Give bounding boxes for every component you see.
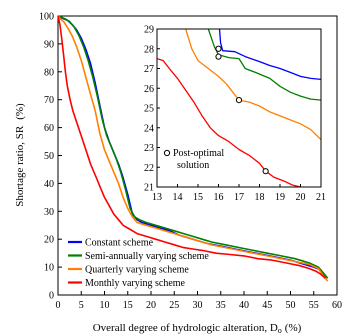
inset-x-tick-label: 20 (296, 192, 306, 203)
y-axis-title: Shortage ratio, SR (%) (14, 103, 26, 207)
y-axis-title-unit: (%) (14, 103, 26, 120)
main-y-tick-label: 50 (44, 151, 54, 162)
post-optimal-marker-1 (215, 45, 222, 52)
inset-background (157, 29, 321, 187)
inset-x-tick-label: 17 (234, 192, 244, 203)
annotation-marker (163, 149, 171, 157)
main-x-tick-label: 25 (169, 300, 179, 311)
main-x-tick-label: 50 (286, 300, 296, 311)
inset-y-tick-label: 24 (144, 123, 154, 134)
x-axis-title-text: Overall degree of hydrologic alteration,… (93, 322, 278, 334)
post-optimal-marker-4 (262, 168, 269, 175)
inset-y-tick-label: 27 (144, 64, 154, 75)
main-series-line-2 (57, 15, 329, 279)
main-y-tick-label: 60 (44, 123, 54, 134)
main-y-tick-label: 10 (44, 263, 54, 274)
inset-x-tick-label: 16 (214, 192, 224, 203)
inset-x-tick-label: 15 (193, 192, 203, 203)
x-axis-title-unit: (%) (285, 322, 302, 334)
main-x-tick-label: 35 (216, 300, 226, 311)
main-x-tick-label: 20 (146, 300, 156, 311)
main-y-tick-label: 80 (44, 67, 54, 78)
inset-y-tick-label: 25 (144, 104, 154, 115)
legend-label-4: Monthly varying scheme (85, 278, 186, 289)
main-x-tick-label: 30 (193, 300, 203, 311)
inset-x-axis: 13 14 15 16 17 18 19 20 21 (152, 184, 326, 203)
inset-x-tick-label: 14 (173, 192, 183, 203)
main-y-tick-label: 90 (44, 39, 54, 50)
main-y-tick-label: 40 (44, 179, 54, 190)
legend-label-2: Semi-annually varying scheme (85, 251, 209, 262)
annotation-text-line-1: Post-optimal (173, 148, 224, 159)
main-series-line-3 (57, 15, 329, 282)
inset-series-line-1 (218, 29, 321, 81)
x-axis-title-subscript: o (278, 326, 282, 335)
main-y-tick-label: 70 (44, 95, 54, 106)
inset-series-layer (157, 29, 321, 187)
main-y-tick-label: 100 (39, 12, 54, 23)
post-optimal-marker-3 (235, 97, 243, 104)
inset-series-line-3 (185, 29, 321, 141)
inset-y-tick-label: 29 (144, 25, 154, 36)
main-series-line-4 (57, 15, 326, 279)
inset-x-tick-label: 18 (255, 192, 265, 203)
inset-y-tick-label: 28 (144, 44, 154, 55)
main-x-tick-label: 40 (239, 300, 249, 311)
inset-x-tick-label: 13 (152, 192, 162, 203)
post-optimal-marker-2 (215, 53, 222, 60)
inset-y-axis: 21 22 23 24 25 26 27 28 29 (144, 25, 160, 194)
legend-label-3: Quarterly varying scheme (85, 265, 189, 276)
inset-y-tick-label: 22 (144, 163, 154, 174)
y-axis-title-text: Shortage ratio, SR (14, 125, 26, 207)
main-y-axis: 0 10 20 30 40 50 60 70 80 90 100 (39, 12, 62, 302)
main-x-tick-label: 5 (79, 300, 84, 311)
inset-y-tick-label: 21 (144, 183, 154, 194)
main-x-axis: 0 5 10 15 20 25 30 35 40 45 50 55 60 (56, 291, 342, 311)
main-x-tick-label: 45 (262, 300, 272, 311)
inset-x-tick-label: 19 (275, 192, 285, 203)
main-x-tick-label: 0 (56, 300, 61, 311)
legend-label-1: Constant scheme (85, 238, 154, 249)
main-x-tick-label: 60 (332, 300, 342, 311)
legend: Constant scheme Semi-annually varying sch… (68, 238, 209, 289)
inset-y-tick-label: 26 (144, 84, 154, 95)
main-x-tick-label: 55 (309, 300, 319, 311)
x-axis-title: Overall degree of hydrologic alteration,… (93, 322, 302, 335)
main-y-tick-label: 30 (44, 207, 54, 218)
annotation-text-line-2: solution (177, 160, 209, 171)
main-x-tick-label: 15 (123, 300, 133, 311)
inset-y-tick-label: 23 (144, 143, 154, 154)
inset-series-line-4 (157, 57, 301, 187)
main-y-tick-label: 20 (44, 235, 54, 246)
inset-x-tick-label: 21 (316, 192, 326, 203)
main-x-tick-label: 10 (100, 300, 110, 311)
main-series-layer (57, 15, 329, 282)
main-y-tick-label: 0 (49, 291, 54, 302)
